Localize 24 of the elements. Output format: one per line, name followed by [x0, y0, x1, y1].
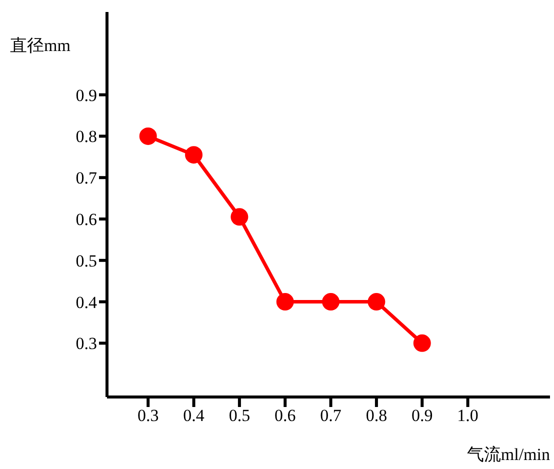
y-axis-title: 直径mm [10, 35, 70, 57]
y-tick-label: 0.7 [76, 168, 98, 188]
x-tick-label: 0.5 [228, 406, 250, 426]
y-tick-label: 0.6 [76, 210, 97, 230]
x-tick-label: 0.7 [320, 406, 342, 426]
x-tick-label: 0.8 [366, 406, 388, 426]
x-tick-label: 0.4 [183, 406, 205, 426]
y-tick-label: 0.4 [76, 292, 98, 312]
x-tick-label: 0.9 [412, 406, 433, 426]
point [413, 334, 431, 352]
x-axis-title: 气流ml/min [466, 444, 550, 466]
point [230, 208, 248, 226]
point [185, 146, 203, 164]
x-tick-label: 1.0 [457, 406, 478, 426]
point [276, 293, 294, 311]
point [368, 293, 386, 311]
y-tick-label: 0.5 [76, 251, 97, 270]
y-tick-label: 0.9 [76, 86, 97, 105]
point [322, 293, 340, 311]
x-tick-label: 0.6 [274, 406, 296, 426]
x-tick-label: 0.3 [137, 406, 159, 426]
y-tick-label: 0.3 [76, 334, 97, 354]
point [139, 127, 157, 145]
y-tick-label: 0.8 [76, 127, 97, 146]
